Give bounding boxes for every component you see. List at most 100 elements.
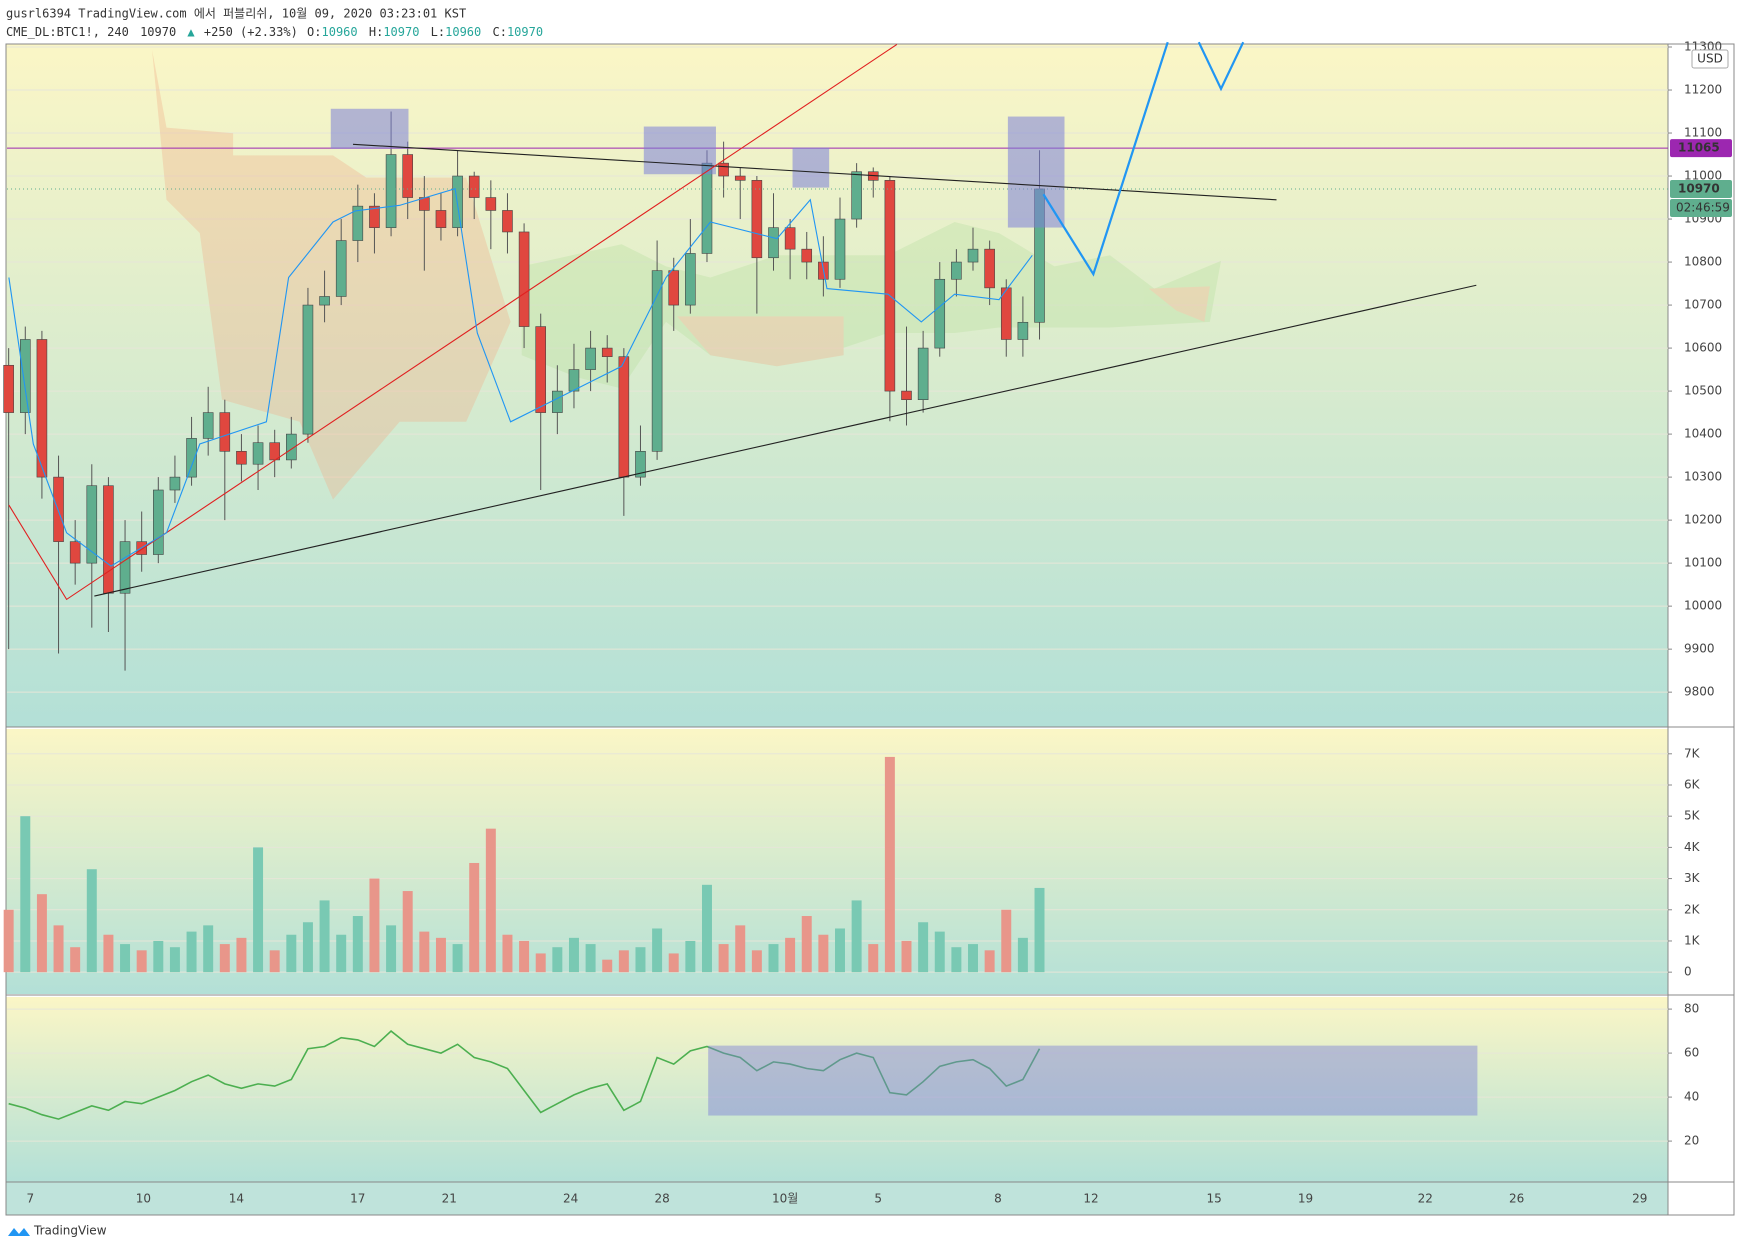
candle-body (86, 485, 98, 564)
candle-body (601, 347, 613, 357)
volume-bar (70, 947, 81, 973)
volume-bar (302, 922, 313, 973)
x-tick-label: 26 (1509, 1192, 1524, 1206)
y-tick-label: 6K (1684, 777, 1701, 791)
ichimoku-cloud (152, 49, 1221, 500)
symbol: CME_DL:BTC1!, 240 (6, 25, 129, 39)
candle-body (36, 339, 48, 478)
volume-bar (951, 947, 962, 973)
candle-body (169, 476, 181, 491)
y-tick-label: 80 (1684, 1002, 1699, 1016)
ohlc-value: 10960 (445, 25, 481, 39)
y-tick-label: 40 (1684, 1090, 1699, 1104)
x-tick-label: 10월 (772, 1192, 798, 1206)
volume-bar (286, 934, 297, 973)
candle-body (385, 154, 397, 228)
volume-bar (36, 894, 47, 973)
candle-body (884, 180, 896, 392)
last-price: 10970 (140, 25, 176, 39)
volume-bar (236, 937, 247, 973)
candle-body (552, 390, 563, 413)
candle-body (718, 162, 729, 177)
drawings (8, 41, 1478, 1116)
volume-bar (519, 940, 530, 973)
candle-body (202, 412, 214, 439)
candle-body (984, 248, 995, 289)
volume-bar (136, 950, 147, 973)
price-badge (1670, 139, 1732, 158)
change: +250 (+2.33%) (204, 25, 298, 39)
y-tick-label: 3K (1684, 871, 1701, 885)
volume-bar (485, 828, 496, 973)
candle-body (286, 433, 297, 461)
candle-body (252, 442, 264, 465)
currency: USD (1697, 52, 1723, 66)
x-tick-label: 24 (563, 1192, 578, 1206)
marks-layer (3, 111, 1668, 1120)
y-tick-label: 9800 (1684, 685, 1715, 699)
y-tick-label: 5K (1684, 809, 1701, 823)
volume-bar (219, 944, 230, 973)
candle-body (435, 210, 447, 228)
candle-body (186, 438, 197, 478)
candle-body (568, 369, 580, 392)
y-tick-label: 10000 (1684, 599, 1722, 613)
x-tick-label: 5 (874, 1192, 882, 1206)
price-axis (1668, 44, 1734, 1215)
volume-bar (386, 925, 397, 973)
volume-bar (818, 934, 829, 973)
volume-bar (585, 944, 596, 973)
rsi-pane (6, 997, 1668, 1182)
candle-body (651, 270, 663, 452)
volume-bar (718, 944, 729, 973)
candle-body (967, 248, 979, 263)
labels-layer: 7 10 14 17 21 24 28 10월 5 8 12 15 19 22 26 29 9800 9900 10… (26, 40, 1732, 1206)
y-tick-label: 10500 (1684, 384, 1722, 398)
volume-bar (735, 925, 746, 973)
ohlc-label: L: (431, 25, 445, 39)
x-tick-label: 19 (1298, 1192, 1313, 1206)
volume-bar (618, 950, 629, 973)
x-tick-label: 29 (1632, 1192, 1647, 1206)
volume-bar (602, 959, 613, 973)
candle-body (635, 451, 646, 478)
y-tick-label: 60 (1684, 1046, 1699, 1060)
volume-bar (203, 925, 214, 973)
volume-bar (469, 862, 480, 973)
pane-borders (5, 43, 1735, 1216)
candle-body (502, 210, 513, 233)
y-tick-label: 1K (1684, 933, 1701, 947)
ohlc-value: 10960 (322, 25, 358, 39)
price-badge-label: 10970 (1678, 181, 1720, 195)
candle-body (934, 278, 946, 349)
volume-bar (568, 937, 579, 973)
volume-bar (685, 940, 696, 973)
y-tick-label: 10800 (1684, 255, 1722, 269)
candle-body (951, 261, 962, 280)
candle-body (319, 296, 330, 306)
volume-bar (751, 950, 762, 973)
y-tick-label: 4K (1684, 840, 1701, 854)
brand-logo (8, 1228, 30, 1236)
y-tick-label: 10100 (1684, 556, 1722, 570)
header-line: gusrl6394 TradingView.com 에서 퍼블리쉬, 10월 0… (6, 7, 466, 21)
candle-body (369, 205, 380, 228)
candle-body (585, 347, 596, 370)
volume-bar (186, 931, 197, 973)
y-tick-label: 11200 (1684, 83, 1722, 97)
candle-body (53, 476, 64, 542)
ohlc-label: C: (492, 25, 506, 39)
currency-box (1691, 49, 1729, 69)
volume-bar (668, 953, 679, 973)
volume-bar (103, 934, 114, 973)
volume-bar (701, 884, 712, 973)
volume-bar (120, 944, 131, 973)
y-tick-label: 10400 (1684, 427, 1722, 441)
ohlc-label: H: (369, 25, 383, 39)
volume-bar (934, 931, 945, 973)
volume-bar (851, 900, 862, 973)
candle-body (618, 356, 630, 478)
volume-bar (419, 931, 430, 973)
candle-body (468, 175, 480, 198)
volume-bar (253, 847, 264, 973)
